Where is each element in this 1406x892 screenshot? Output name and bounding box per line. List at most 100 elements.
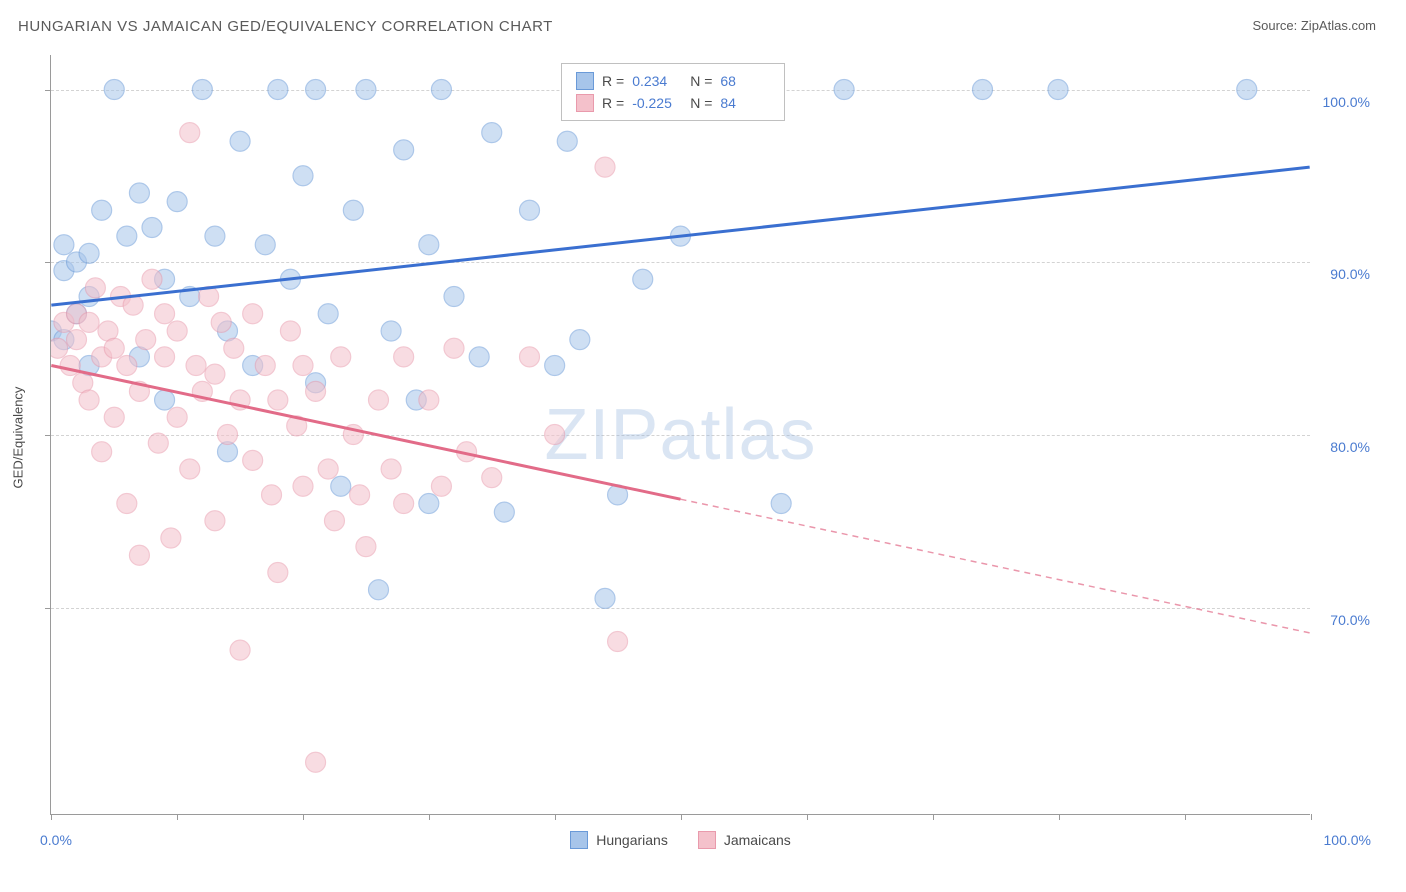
data-point bbox=[444, 338, 464, 358]
data-point bbox=[205, 226, 225, 246]
data-point bbox=[142, 218, 162, 238]
data-point bbox=[280, 321, 300, 341]
data-point bbox=[192, 80, 212, 100]
n-label: N = bbox=[690, 73, 712, 89]
data-point bbox=[394, 347, 414, 367]
data-point bbox=[557, 131, 577, 151]
data-point bbox=[51, 338, 68, 358]
stats-row-hungarians: R = 0.234 N = 68 bbox=[576, 70, 770, 92]
data-point bbox=[834, 80, 854, 100]
x-tick bbox=[933, 814, 934, 820]
n-label: N = bbox=[690, 95, 712, 111]
plot-area: ZIPatlas R = 0.234 N = 68 R = -0.225 N =… bbox=[50, 55, 1310, 815]
data-point bbox=[54, 235, 74, 255]
data-point bbox=[318, 459, 338, 479]
stats-row-jamaicans: R = -0.225 N = 84 bbox=[576, 92, 770, 114]
data-point bbox=[218, 425, 238, 445]
n-value-hungarians: 68 bbox=[720, 73, 770, 89]
data-point bbox=[306, 80, 326, 100]
data-point bbox=[161, 528, 181, 548]
data-point bbox=[318, 304, 338, 324]
data-point bbox=[1048, 80, 1068, 100]
x-axis-min-label: 0.0% bbox=[40, 832, 72, 848]
data-point bbox=[633, 269, 653, 289]
data-point bbox=[343, 200, 363, 220]
data-point bbox=[381, 459, 401, 479]
data-point bbox=[255, 356, 275, 376]
data-point bbox=[255, 235, 275, 255]
data-point bbox=[104, 80, 124, 100]
data-point bbox=[230, 640, 250, 660]
data-point bbox=[482, 468, 502, 488]
data-point bbox=[104, 338, 124, 358]
trendline bbox=[51, 366, 680, 500]
swatch-jamaicans-icon bbox=[698, 831, 716, 849]
data-point bbox=[331, 347, 351, 367]
swatch-hungarians-icon bbox=[576, 72, 594, 90]
data-point bbox=[79, 243, 99, 263]
data-point bbox=[482, 123, 502, 143]
data-point bbox=[394, 140, 414, 160]
r-value-hungarians: 0.234 bbox=[632, 73, 682, 89]
data-point bbox=[268, 80, 288, 100]
data-point bbox=[431, 80, 451, 100]
data-point bbox=[394, 494, 414, 514]
data-point bbox=[92, 200, 112, 220]
data-point bbox=[608, 632, 628, 652]
data-point bbox=[117, 494, 137, 514]
data-point bbox=[545, 356, 565, 376]
x-tick bbox=[177, 814, 178, 820]
data-point bbox=[180, 459, 200, 479]
r-value-jamaicans: -0.225 bbox=[632, 95, 682, 111]
data-point bbox=[356, 537, 376, 557]
y-tick-label: 70.0% bbox=[1330, 612, 1370, 628]
x-tick bbox=[1059, 814, 1060, 820]
data-point bbox=[381, 321, 401, 341]
x-tick bbox=[429, 814, 430, 820]
chart-svg bbox=[51, 55, 1310, 814]
data-point bbox=[419, 494, 439, 514]
data-point bbox=[262, 485, 282, 505]
swatch-jamaicans-icon bbox=[576, 94, 594, 112]
data-point bbox=[167, 321, 187, 341]
data-point bbox=[1237, 80, 1257, 100]
source-label: Source: ZipAtlas.com bbox=[1252, 18, 1376, 33]
data-point bbox=[224, 338, 244, 358]
data-point bbox=[205, 511, 225, 531]
r-label: R = bbox=[602, 95, 624, 111]
data-point bbox=[369, 580, 389, 600]
x-tick bbox=[1185, 814, 1186, 820]
data-point bbox=[79, 390, 99, 410]
data-point bbox=[230, 131, 250, 151]
data-point bbox=[419, 390, 439, 410]
data-point bbox=[186, 356, 206, 376]
data-point bbox=[431, 476, 451, 496]
y-tick-label: 90.0% bbox=[1330, 266, 1370, 282]
data-point bbox=[293, 476, 313, 496]
x-tick bbox=[555, 814, 556, 820]
data-point bbox=[293, 356, 313, 376]
x-tick bbox=[807, 814, 808, 820]
legend-item-jamaicans: Jamaicans bbox=[698, 831, 791, 849]
data-point bbox=[155, 347, 175, 367]
data-point bbox=[771, 494, 791, 514]
data-point bbox=[595, 588, 615, 608]
data-point bbox=[129, 545, 149, 565]
data-point bbox=[129, 183, 149, 203]
data-point bbox=[155, 304, 175, 324]
x-tick bbox=[303, 814, 304, 820]
x-tick bbox=[1311, 814, 1312, 820]
r-label: R = bbox=[602, 73, 624, 89]
data-point bbox=[520, 347, 540, 367]
data-point bbox=[167, 407, 187, 427]
trendline bbox=[51, 167, 1309, 305]
series-legend: Hungarians Jamaicans bbox=[51, 831, 1310, 849]
y-axis-label: GED/Equivalency bbox=[11, 387, 26, 489]
data-point bbox=[331, 476, 351, 496]
data-point bbox=[211, 312, 231, 332]
legend-label: Hungarians bbox=[596, 832, 668, 848]
data-point bbox=[67, 330, 87, 350]
data-point bbox=[243, 450, 263, 470]
data-point bbox=[268, 390, 288, 410]
n-value-jamaicans: 84 bbox=[720, 95, 770, 111]
